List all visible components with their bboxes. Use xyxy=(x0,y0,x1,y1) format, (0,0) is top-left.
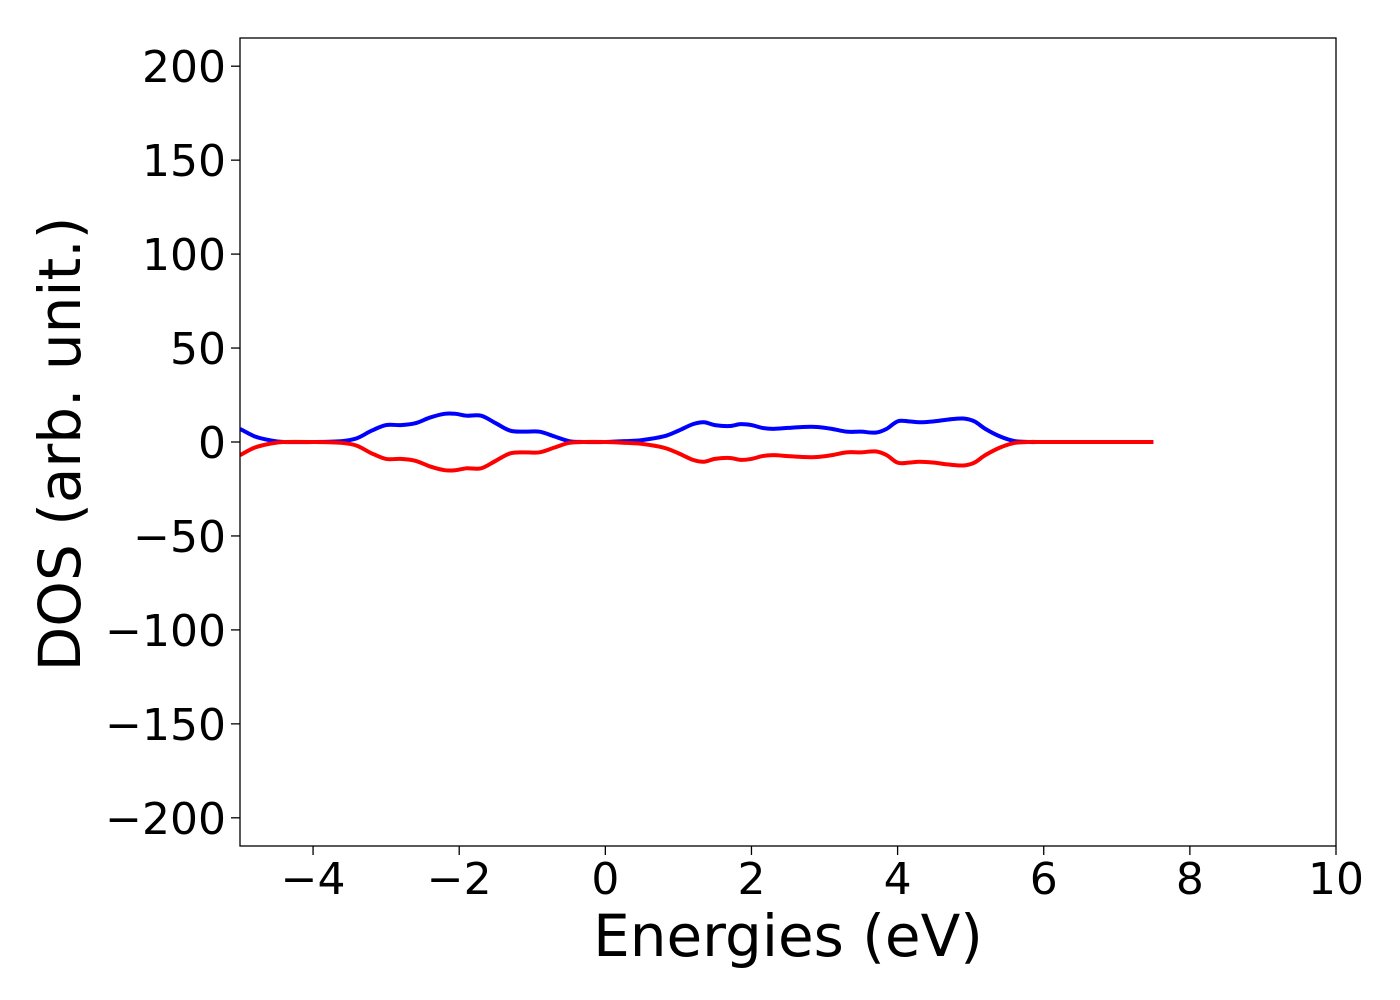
y-axis-ticks: 200 150 100 50 0 −50 −100 −150 −200 xyxy=(105,42,240,845)
y-tick-label: −50 xyxy=(133,512,226,563)
y-tick-label: 150 xyxy=(142,136,226,187)
axes-frame xyxy=(239,37,1337,847)
x-tick-label: 6 xyxy=(1030,854,1058,905)
y-tick-label: 0 xyxy=(198,418,226,469)
x-axis-ticks: −4 −2 0 2 4 6 8 10 xyxy=(281,846,1364,905)
x-tick-label: 2 xyxy=(737,854,765,905)
dos-line-blue xyxy=(240,411,1154,445)
x-tick-label: 10 xyxy=(1308,854,1364,905)
y-tick-label: −100 xyxy=(105,606,226,657)
x-tick-label: −4 xyxy=(281,854,346,905)
x-tick-label: 4 xyxy=(884,854,912,905)
x-tick-label: 0 xyxy=(591,854,619,905)
y-tick-label: −200 xyxy=(105,794,226,845)
x-axis-label: Energies (eV) xyxy=(593,902,983,970)
y-tick-label: 100 xyxy=(142,230,226,281)
y-tick-label: 50 xyxy=(170,324,226,375)
x-tick-label: 8 xyxy=(1176,854,1204,905)
dos-line-red xyxy=(240,439,1154,473)
x-tick-label: −2 xyxy=(427,854,492,905)
y-tick-label: 200 xyxy=(142,42,226,93)
y-axis-label: DOS (arb. unit.) xyxy=(26,217,94,672)
y-tick-label: −150 xyxy=(105,700,226,751)
series-layer xyxy=(240,411,1154,473)
